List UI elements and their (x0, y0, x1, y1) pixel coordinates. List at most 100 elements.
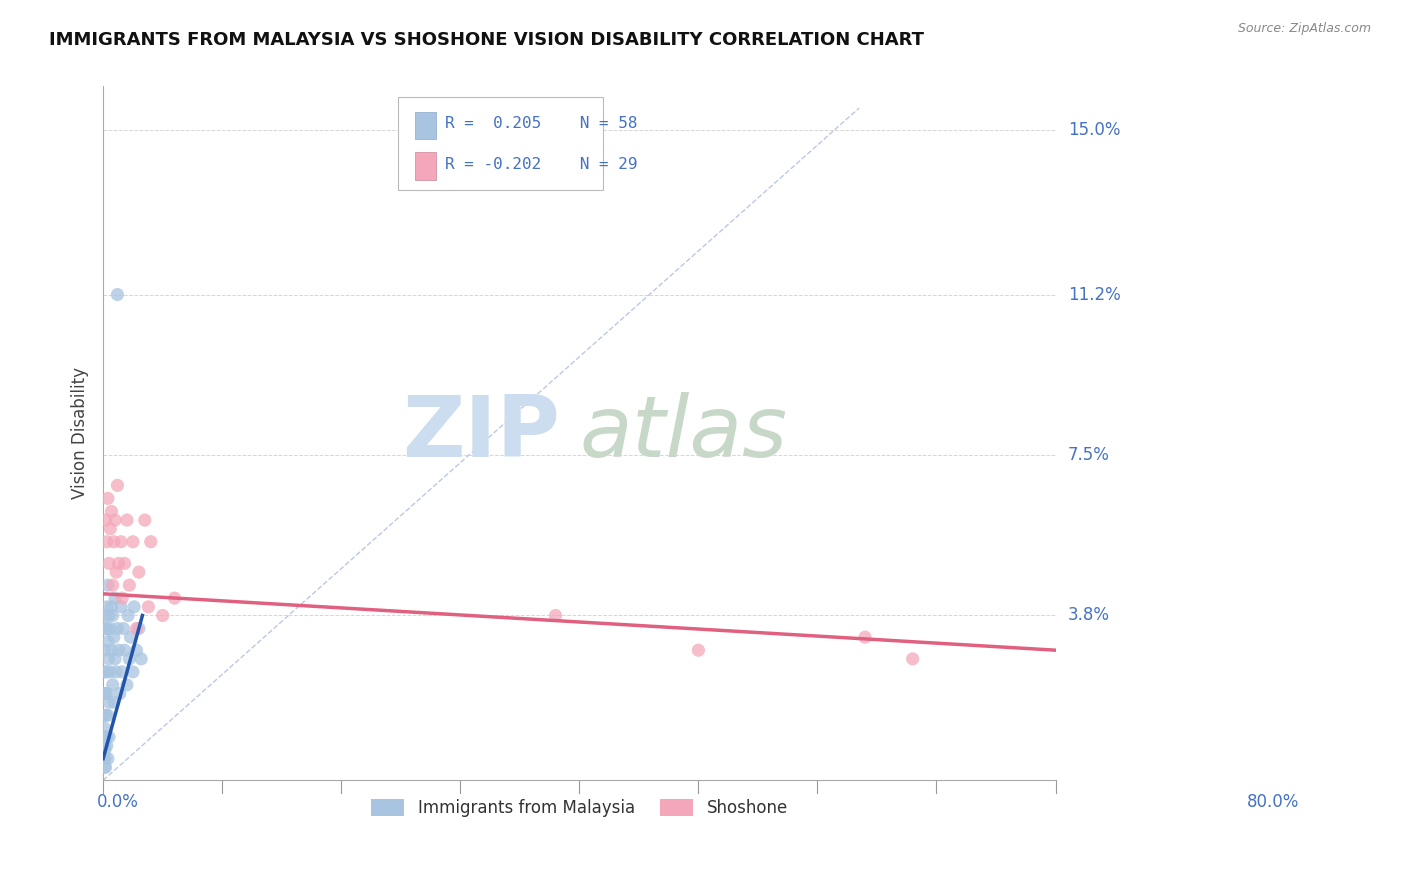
Text: 3.8%: 3.8% (1069, 607, 1109, 624)
Point (93, 708, 115, 723)
Point (94, 751, 117, 765)
Text: 80.0%: 80.0% (1247, 793, 1299, 811)
Point (134, 513, 156, 527)
Point (93, 739, 115, 753)
Point (98, 522, 121, 536)
Point (94, 760, 117, 774)
Point (112, 622, 135, 636)
Point (125, 643, 148, 657)
Point (101, 678, 124, 692)
Text: R = -0.202    N = 29: R = -0.202 N = 29 (446, 157, 637, 172)
Point (111, 591, 134, 606)
Point (108, 687, 131, 701)
Point (100, 643, 122, 657)
Point (97, 634, 120, 648)
Legend: Immigrants from Malaysia, Shoshone: Immigrants from Malaysia, Shoshone (364, 792, 794, 824)
Point (93, 760, 115, 774)
Point (688, 643, 710, 657)
Point (101, 578, 124, 592)
Point (110, 599, 132, 614)
Point (98, 730, 121, 744)
Point (93, 721, 115, 735)
Point (107, 287, 129, 301)
FancyBboxPatch shape (398, 96, 603, 191)
Point (138, 599, 160, 614)
Point (114, 557, 136, 571)
Point (97, 578, 120, 592)
Point (103, 534, 125, 549)
Point (117, 608, 139, 623)
Point (98, 665, 121, 679)
Point (94, 622, 117, 636)
Point (853, 630, 876, 644)
Point (94, 608, 117, 623)
Text: ZIP: ZIP (402, 392, 560, 475)
Point (103, 695, 125, 709)
Point (128, 565, 150, 579)
Point (98, 695, 121, 709)
Point (107, 643, 129, 657)
Point (97, 751, 120, 765)
Point (122, 599, 145, 614)
Text: 7.5%: 7.5% (1069, 446, 1109, 464)
Point (98, 608, 121, 623)
Point (110, 534, 132, 549)
Point (94, 743, 117, 757)
Point (98, 622, 121, 636)
Point (94, 730, 117, 744)
Point (96, 730, 118, 744)
Point (105, 665, 128, 679)
Point (104, 513, 127, 527)
Point (100, 504, 122, 518)
Point (128, 622, 150, 636)
Text: Source: ZipAtlas.com: Source: ZipAtlas.com (1237, 22, 1371, 36)
Point (163, 591, 186, 606)
Text: IMMIGRANTS FROM MALAYSIA VS SHOSHONE VISION DISABILITY CORRELATION CHART: IMMIGRANTS FROM MALAYSIA VS SHOSHONE VIS… (49, 31, 924, 49)
Point (94, 687, 117, 701)
Point (129, 652, 152, 666)
Point (94, 708, 117, 723)
Point (94, 513, 117, 527)
Point (122, 665, 145, 679)
Point (104, 591, 127, 606)
Point (111, 665, 134, 679)
Point (901, 652, 924, 666)
Point (104, 652, 127, 666)
Point (98, 557, 121, 571)
Point (107, 478, 129, 492)
Point (125, 622, 148, 636)
Point (118, 652, 141, 666)
Text: 15.0%: 15.0% (1069, 120, 1121, 139)
Text: 0.0%: 0.0% (97, 793, 139, 811)
Point (115, 513, 138, 527)
Point (139, 534, 162, 549)
Point (114, 643, 136, 657)
Text: R =  0.205    N = 58: R = 0.205 N = 58 (446, 116, 637, 131)
Point (97, 708, 120, 723)
Point (105, 565, 128, 579)
Text: 11.2%: 11.2% (1069, 285, 1121, 303)
Point (97, 491, 120, 506)
Point (96, 534, 118, 549)
Point (96, 599, 118, 614)
Point (107, 622, 129, 636)
Point (97, 652, 120, 666)
Point (120, 630, 142, 644)
Point (93, 665, 115, 679)
FancyBboxPatch shape (415, 112, 436, 139)
Point (118, 578, 141, 592)
Point (94, 643, 117, 657)
Point (93, 687, 115, 701)
Point (101, 608, 124, 623)
Point (152, 608, 174, 623)
Point (96, 687, 118, 701)
Point (103, 630, 125, 644)
Point (122, 534, 145, 549)
Point (544, 608, 567, 623)
Point (96, 739, 118, 753)
Point (96, 665, 118, 679)
Point (96, 622, 118, 636)
FancyBboxPatch shape (415, 153, 436, 180)
Point (100, 599, 122, 614)
Point (93, 751, 115, 765)
